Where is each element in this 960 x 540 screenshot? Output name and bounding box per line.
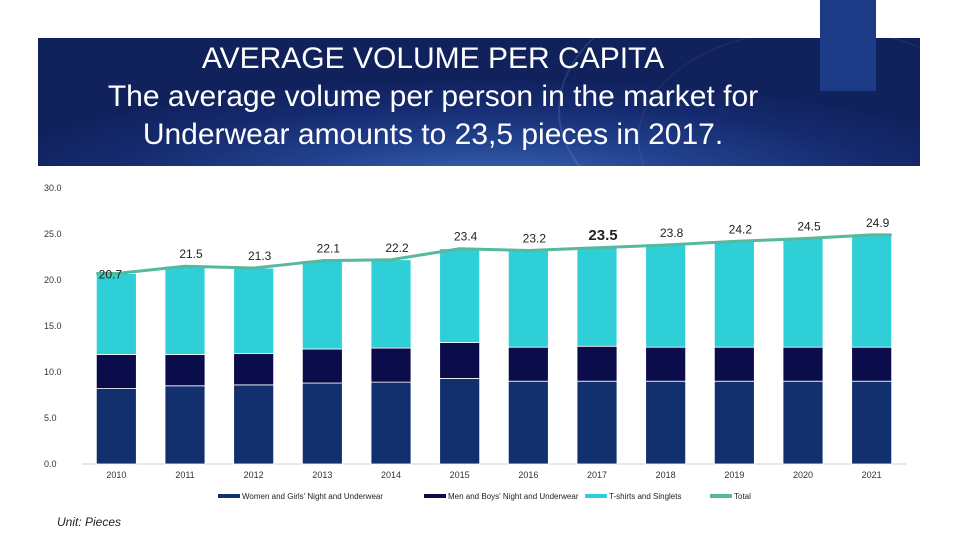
y-tick-label: 5.0 (44, 413, 57, 423)
title-line-1: AVERAGE VOLUME PER CAPITA (201, 42, 665, 75)
y-tick-label: 30.0 (44, 183, 62, 193)
y-tick-label: 20.0 (44, 275, 62, 285)
data-label: 20.7 (99, 268, 123, 282)
legend-swatch (710, 494, 732, 498)
bar-segment-3 (233, 267, 275, 355)
x-tick-label: 2018 (656, 470, 676, 480)
banner-swoosh (558, 38, 920, 166)
bar-segment-3 (164, 265, 206, 355)
data-label: 22.2 (385, 241, 409, 255)
legend-swatch (585, 494, 607, 498)
bar-segment-1 (576, 380, 618, 465)
x-tick-label: 2012 (244, 470, 264, 480)
total-line (96, 233, 892, 276)
bar-segment-1 (713, 380, 755, 465)
x-tick-label: 2017 (587, 470, 607, 480)
legend-label: Men and Boys' Night and Underwear (448, 492, 579, 501)
data-label: 21.5 (179, 247, 203, 261)
bar-segment-1 (851, 380, 893, 465)
bar-segment-2 (301, 348, 343, 384)
bar-segment-3 (851, 234, 893, 348)
bar-segment-1 (301, 382, 343, 465)
bar-segment-1 (645, 380, 687, 465)
bar-segment-1 (782, 380, 824, 465)
bar-segment-3 (301, 260, 343, 350)
y-tick-label: 15.0 (44, 321, 62, 331)
bar-segment-2 (851, 346, 893, 382)
bar-segment-3 (370, 259, 412, 349)
title-line-2: The average volume per person in the mar… (107, 80, 759, 113)
x-tick-label: 2016 (518, 470, 538, 480)
bar-segment-3 (782, 238, 824, 348)
x-tick-label: 2014 (381, 470, 401, 480)
bar-segment-2 (713, 346, 755, 382)
bar-segment-3 (576, 247, 618, 347)
legend-swatch (218, 494, 240, 498)
data-label: 23.2 (523, 232, 547, 246)
legend-swatch (424, 494, 446, 498)
bar-segment-2 (576, 345, 618, 382)
bar-segment-2 (164, 354, 206, 387)
bar-segment-2 (233, 353, 275, 386)
bar-segment-3 (645, 244, 687, 348)
bar-segment-3 (439, 248, 481, 343)
x-tick-label: 2020 (793, 470, 813, 480)
legend-label: T-shirts and Singlets (609, 492, 681, 501)
unit-label: Unit: Pieces (57, 515, 122, 529)
x-tick-label: 2021 (862, 470, 882, 480)
bar-segment-2 (95, 354, 137, 389)
data-label: 23.8 (660, 226, 684, 240)
y-tick-label: 25.0 (44, 229, 62, 239)
bar-segment-3 (507, 250, 549, 348)
bar-segment-2 (370, 347, 412, 383)
y-tick-label: 10.0 (44, 367, 62, 377)
x-tick-label: 2015 (450, 470, 470, 480)
bar-segment-2 (439, 342, 481, 379)
bar-segment-1 (507, 380, 549, 465)
bar-segment-1 (164, 385, 206, 465)
y-tick-label: 0.0 (44, 459, 57, 469)
data-label: 23.5 (588, 227, 617, 244)
data-label: 24.9 (866, 216, 890, 230)
bar-segment-3 (95, 273, 137, 355)
title-banner (38, 38, 920, 166)
page-title: AVERAGE VOLUME PER CAPITA The average vo… (38, 38, 828, 166)
data-label: 22.1 (317, 242, 341, 256)
bar-segment-3 (713, 240, 755, 348)
corner-accent-box (820, 0, 876, 91)
legend-label: Total (734, 492, 751, 501)
x-tick-label: 2011 (175, 470, 194, 480)
bar-segment-2 (782, 346, 824, 382)
title-line-3: Underwear amounts to 23,5 pieces in 2017… (142, 118, 724, 151)
bar-segment-1 (233, 384, 275, 465)
x-tick-label: 2019 (724, 470, 744, 480)
data-label: 23.4 (454, 230, 478, 244)
data-label: 21.3 (248, 249, 272, 263)
data-label: 24.2 (729, 222, 753, 236)
legend-label: Women and Girls' Night and Underwear (242, 492, 383, 501)
bar-segment-1 (370, 381, 412, 465)
x-tick-label: 2013 (312, 470, 332, 480)
bar-segment-2 (645, 346, 687, 382)
bar-segment-2 (507, 346, 549, 382)
data-label: 24.5 (797, 220, 821, 234)
x-tick-label: 2010 (106, 470, 126, 480)
bar-segment-1 (439, 378, 481, 465)
bar-segment-1 (95, 388, 137, 465)
